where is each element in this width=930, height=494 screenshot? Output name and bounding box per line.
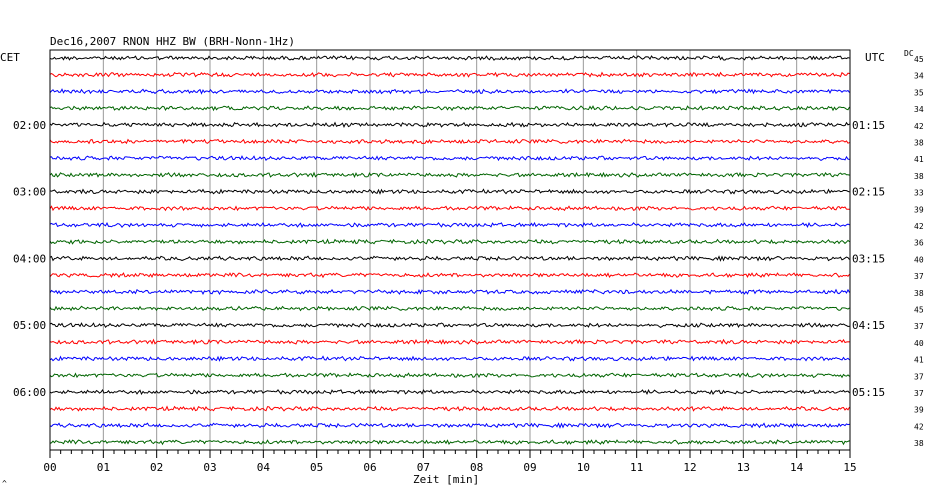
dc-value: 42 xyxy=(914,122,924,131)
left-time-labels: 02:00 03:00 04:00 05:00 06:00 xyxy=(13,119,46,399)
trace-line xyxy=(50,407,850,411)
x-tick-label: 14 xyxy=(790,461,804,474)
x-tick-label: 13 xyxy=(737,461,750,474)
x-tick-label: 00 xyxy=(43,461,56,474)
trace-line xyxy=(50,56,850,60)
trace-line xyxy=(50,206,850,210)
right-time-label: 03:15 xyxy=(852,252,885,265)
left-time-label: 04:00 xyxy=(13,252,46,265)
right-time-label: 04:15 xyxy=(852,319,885,332)
dc-value: 37 xyxy=(914,272,924,281)
right-axis-label: UTC xyxy=(865,51,885,64)
trace-line xyxy=(50,373,850,377)
trace-line xyxy=(50,340,850,344)
right-time-label: 05:15 xyxy=(852,386,885,399)
trace-line xyxy=(50,123,850,127)
x-tick-label: 08 xyxy=(470,461,483,474)
grid-lines xyxy=(103,50,796,450)
trace-line xyxy=(50,89,850,93)
trace-line xyxy=(50,356,850,360)
x-tick-label: 01 xyxy=(97,461,110,474)
dc-value: 36 xyxy=(914,239,924,248)
trace-line xyxy=(50,273,850,277)
dc-value: 37 xyxy=(914,372,924,381)
dc-value: 40 xyxy=(914,339,924,348)
dc-value: 37 xyxy=(914,322,924,331)
left-time-label: 03:00 xyxy=(13,186,46,199)
dc-value: 40 xyxy=(914,255,924,264)
dc-value: 41 xyxy=(914,155,924,164)
x-tick-label: 04 xyxy=(257,461,271,474)
dc-value: 38 xyxy=(914,439,924,448)
traces xyxy=(50,56,850,444)
x-tick-label: 07 xyxy=(417,461,430,474)
dc-value: 38 xyxy=(914,289,924,298)
x-tick-label: 03 xyxy=(203,461,216,474)
plot-frame xyxy=(50,50,850,450)
dc-value: 35 xyxy=(914,88,924,97)
dc-value: 45 xyxy=(914,55,924,64)
x-tick-label: 05 xyxy=(310,461,323,474)
trace-line xyxy=(50,306,850,310)
trace-line xyxy=(50,290,850,294)
dc-value: 33 xyxy=(914,189,924,198)
x-tick-label: 10 xyxy=(577,461,590,474)
trace-line xyxy=(50,390,850,394)
trace-line xyxy=(50,223,850,227)
trace-line xyxy=(50,139,850,143)
dc-value: 37 xyxy=(914,389,924,398)
trace-line xyxy=(50,106,850,110)
dc-values: 45 34 35 34 42 38 41 38 33 39 42 36 40 37 38 45 37 40 41 37… xyxy=(914,55,924,448)
trace-line xyxy=(50,423,850,427)
x-tick-label: 15 xyxy=(843,461,856,474)
left-axis-label: CET xyxy=(0,51,20,64)
dc-value: 34 xyxy=(914,72,924,81)
trace-line xyxy=(50,73,850,77)
trace-line xyxy=(50,173,850,177)
x-tick-label: 09 xyxy=(523,461,536,474)
dc-value: 38 xyxy=(914,172,924,181)
x-axis: 00 01 02 03 04 05 06 07 08 09 10 11 12 13 14 15 xyxy=(43,450,856,474)
dc-value: 45 xyxy=(914,306,924,315)
trace-line xyxy=(50,323,850,327)
trace-line xyxy=(50,440,850,444)
chart-title: Dec16,2007 RNON HHZ BW (BRH-Nonn-1Hz) xyxy=(50,35,295,48)
trace-line xyxy=(50,156,850,160)
footer-mark: ^ xyxy=(2,479,7,488)
x-tick-label: 02 xyxy=(150,461,163,474)
dc-value: 39 xyxy=(914,205,924,214)
left-time-label: 02:00 xyxy=(13,119,46,132)
dc-value: 34 xyxy=(914,105,924,114)
dc-value: 41 xyxy=(914,356,924,365)
trace-line xyxy=(50,256,850,260)
dc-value: 38 xyxy=(914,139,924,148)
x-axis-label: Zeit [min] xyxy=(413,473,479,486)
x-tick-label: 06 xyxy=(363,461,376,474)
trace-line xyxy=(50,189,850,193)
dc-value: 39 xyxy=(914,406,924,415)
dc-label: DC xyxy=(904,49,914,58)
left-time-label: 06:00 xyxy=(13,386,46,399)
x-tick-label: 11 xyxy=(630,461,643,474)
right-time-label: 02:15 xyxy=(852,186,885,199)
right-time-labels: 01:15 02:15 03:15 04:15 05:15 xyxy=(852,119,885,399)
x-tick-label: 12 xyxy=(683,461,696,474)
dc-value: 42 xyxy=(914,222,924,231)
right-time-label: 01:15 xyxy=(852,119,885,132)
left-time-label: 05:00 xyxy=(13,319,46,332)
dc-value: 42 xyxy=(914,422,924,431)
trace-line xyxy=(50,240,850,244)
